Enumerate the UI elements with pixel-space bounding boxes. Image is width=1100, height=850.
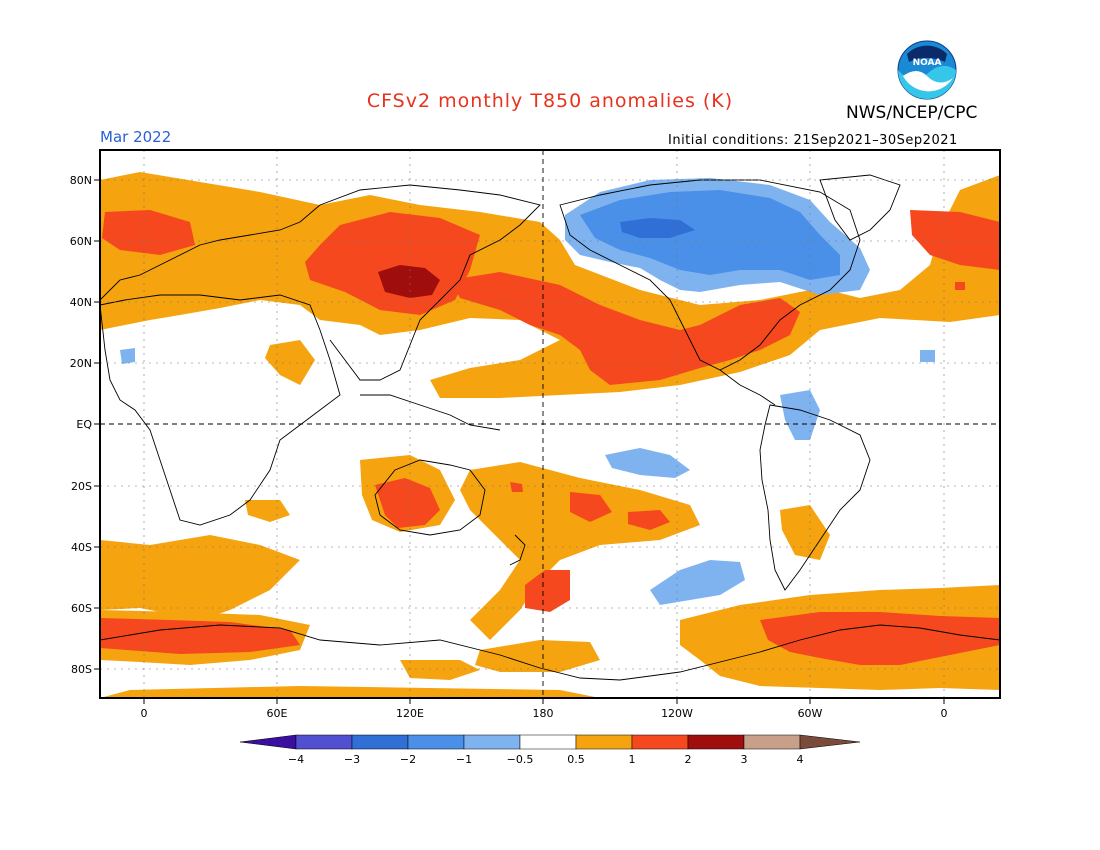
- lat-label: 80S: [71, 663, 92, 676]
- colorbar-label: −1: [456, 753, 472, 766]
- noaa-logo: NOAA: [897, 40, 957, 100]
- axis-ticks: [94, 179, 945, 704]
- logo-text: NOAA: [913, 58, 942, 68]
- colorbar-bin: [743, 734, 801, 750]
- colorbar-bin: [631, 734, 689, 750]
- lon-label: 180: [533, 707, 554, 720]
- lat-label: 20N: [70, 357, 92, 370]
- colorbar-label: −4: [288, 753, 304, 766]
- colorbar-label: 0.5: [567, 753, 585, 766]
- colorbar: −4 −3 −2 −1 −0.5 0.5 1 2 3 4: [239, 734, 861, 766]
- colorbar-label: −2: [400, 753, 416, 766]
- chart-title: CFSv2 monthly T850 anomalies (K): [366, 90, 734, 112]
- lon-label: 0: [141, 707, 148, 720]
- colorbar-arrow-high: [799, 734, 861, 750]
- forecast-month: Mar 2022: [100, 128, 172, 146]
- cool-anomaly-dark: [620, 218, 695, 238]
- lat-label: 60S: [71, 602, 92, 615]
- lat-label: 40S: [71, 541, 92, 554]
- lon-label: 60E: [267, 707, 288, 720]
- lat-lon-grid: [100, 150, 1000, 698]
- lat-label: EQ: [76, 418, 92, 431]
- anomaly-field: [100, 172, 1000, 698]
- agency-label: NWS/NCEP/CPC: [846, 103, 978, 123]
- colorbar-bin: [463, 734, 521, 750]
- colorbar-bin: [407, 734, 465, 750]
- colorbar-label: −0.5: [507, 753, 534, 766]
- colorbar-label: 1: [629, 753, 636, 766]
- colorbar-bin: [687, 734, 745, 750]
- lat-label: 80N: [70, 174, 92, 187]
- lat-label: 20S: [71, 480, 92, 493]
- lon-label: 120E: [396, 707, 424, 720]
- longitude-labels: 0 60E 120E 180 120W 60W 0: [141, 707, 948, 720]
- lon-label: 60W: [798, 707, 823, 720]
- coastlines: [100, 174, 1000, 681]
- colorbar-label: 3: [741, 753, 748, 766]
- warm-anomaly-dark: [378, 265, 440, 298]
- latitude-labels: 80N 60N 40N 20N EQ 20S 40S 60S 80S: [70, 174, 93, 676]
- lat-label: 60N: [70, 235, 92, 248]
- lon-label: 120W: [661, 707, 693, 720]
- colorbar-label: −3: [344, 753, 360, 766]
- colorbar-bin: [575, 734, 633, 750]
- colorbar-label: 2: [685, 753, 692, 766]
- warm-anomaly-mid: [100, 210, 1000, 665]
- colorbar-bin: [295, 734, 353, 750]
- equator-dateline: [100, 150, 1000, 698]
- lat-label: 40N: [70, 296, 92, 309]
- initial-conditions: Initial conditions: 21Sep2021–30Sep2021: [668, 133, 958, 148]
- lon-label: 0: [941, 707, 948, 720]
- cool-anomaly-mid: [580, 190, 840, 280]
- colorbar-bin: [519, 734, 577, 750]
- colorbar-arrow-low: [239, 734, 297, 750]
- colorbar-label: 4: [797, 753, 804, 766]
- colorbar-bin: [351, 734, 409, 750]
